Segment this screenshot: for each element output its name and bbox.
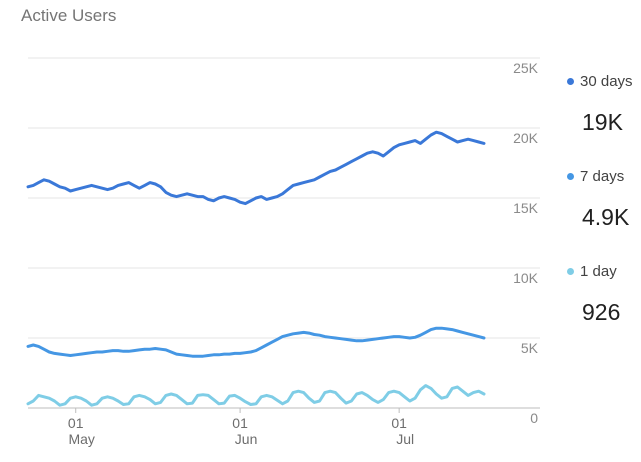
x-tick-day: 01 <box>232 415 248 431</box>
grid-layer <box>28 57 540 409</box>
y-tick-label: 25K <box>513 60 539 76</box>
legend-dot-30-days <box>567 77 574 85</box>
y-tick-label: 15K <box>513 200 539 216</box>
legend-label-1-day: 1 day <box>580 263 617 280</box>
legend-value-1-day: 926 <box>582 299 621 325</box>
x-tick-day: 01 <box>68 415 84 431</box>
legend-dot-7-days <box>567 172 574 180</box>
x-tick-month: Jun <box>235 431 258 447</box>
legend-value-7-days: 4.9K <box>582 204 630 230</box>
x-tick-month: May <box>68 431 94 447</box>
legend-item-7-days[interactable]: 7 days <box>567 168 624 185</box>
legend-dot-1-day <box>567 267 574 275</box>
legend-label-7-days: 7 days <box>580 168 625 185</box>
legend-item-1-day[interactable]: 1 day <box>567 263 617 280</box>
y-tick-label: 10K <box>513 270 539 286</box>
series-line-1-day <box>26 384 486 407</box>
x-tick-month: Jul <box>396 431 414 447</box>
y-axis-ticks: 25K 20K 15K 10K 5K 0 <box>513 60 539 426</box>
chart-title: Active Users <box>21 6 117 25</box>
y-tick-label: 0 <box>530 410 538 426</box>
legend-label-30-days: 30 days <box>580 73 633 90</box>
legend-value-30-days: 19K <box>582 109 623 135</box>
legend-item-30-days[interactable]: 30 days <box>567 73 633 90</box>
series-layer <box>26 130 486 407</box>
series-line-30-days <box>26 130 486 206</box>
series-line-7-days <box>26 326 486 358</box>
x-tick-day: 01 <box>391 415 407 431</box>
y-tick-label: 5K <box>521 340 539 356</box>
y-tick-label: 20K <box>513 130 539 146</box>
